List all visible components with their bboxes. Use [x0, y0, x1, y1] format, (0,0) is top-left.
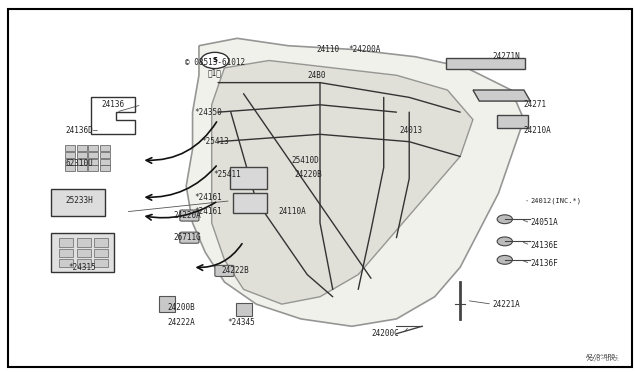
Bar [65, 165, 76, 171]
Text: A2/0^0P0:: A2/0^0P0: [586, 356, 620, 361]
Text: 24013: 24013 [399, 126, 423, 135]
Text: *25411: *25411 [214, 170, 241, 179]
Text: 24222A: 24222A [167, 318, 195, 327]
Text: 24136E: 24136E [531, 241, 558, 250]
PathPatch shape [186, 38, 524, 326]
Text: *24315: *24315 [68, 263, 96, 272]
Text: 24221A: 24221A [492, 300, 520, 309]
Text: *25413: *25413 [201, 137, 228, 146]
Text: *24161: *24161 [195, 207, 222, 217]
Text: *24345: *24345 [228, 318, 255, 327]
Text: 24271: 24271 [524, 100, 547, 109]
Text: 24220B: 24220B [294, 170, 323, 179]
Text: 24110A: 24110A [278, 207, 307, 217]
Text: *24350: *24350 [195, 108, 222, 117]
Text: 24136D: 24136D [65, 126, 93, 135]
Bar [65, 152, 76, 158]
Text: 26711G: 26711G [173, 233, 201, 242]
Bar [95, 249, 108, 257]
Bar [88, 159, 99, 164]
Circle shape [497, 256, 513, 264]
Text: 24051A: 24051A [531, 218, 558, 227]
Text: 24110: 24110 [317, 45, 340, 54]
PathPatch shape [473, 90, 531, 101]
Text: 24200C: 24200C [371, 329, 399, 338]
Text: S: S [212, 57, 218, 64]
Bar [100, 165, 109, 171]
Bar [77, 238, 91, 247]
FancyBboxPatch shape [236, 304, 252, 316]
Text: 24012(INC.*): 24012(INC.*) [531, 198, 581, 204]
Text: 24136F: 24136F [531, 259, 558, 268]
FancyBboxPatch shape [180, 210, 199, 221]
Text: 24210A: 24210A [524, 126, 552, 135]
Text: 24200B: 24200B [167, 303, 195, 312]
Bar [77, 152, 87, 158]
Circle shape [497, 237, 513, 246]
Circle shape [201, 52, 229, 68]
Bar [77, 145, 87, 151]
Text: 24136: 24136 [101, 100, 124, 109]
FancyBboxPatch shape [230, 167, 267, 189]
Bar [100, 152, 109, 158]
Text: *24161: *24161 [195, 193, 222, 202]
FancyBboxPatch shape [446, 58, 525, 68]
Text: 24222B: 24222B [221, 266, 249, 275]
Bar [88, 165, 99, 171]
Bar [88, 145, 99, 151]
Bar [95, 259, 108, 267]
Text: 25410D: 25410D [291, 155, 319, 165]
Circle shape [497, 215, 513, 224]
FancyBboxPatch shape [8, 9, 632, 367]
Text: *24200A: *24200A [349, 45, 381, 54]
Text: © 08513-61012
（1）: © 08513-61012 （1） [185, 58, 245, 77]
FancyBboxPatch shape [159, 296, 175, 312]
Text: 62310U: 62310U [65, 159, 93, 169]
Text: 24271N: 24271N [492, 52, 520, 61]
Bar [77, 259, 91, 267]
Bar [88, 152, 99, 158]
Text: 25233H: 25233H [65, 196, 93, 205]
Bar [77, 165, 87, 171]
Bar [65, 145, 76, 151]
PathPatch shape [212, 61, 473, 304]
FancyBboxPatch shape [215, 265, 234, 276]
FancyBboxPatch shape [51, 233, 114, 272]
FancyBboxPatch shape [233, 193, 267, 212]
FancyBboxPatch shape [497, 115, 529, 128]
Bar [100, 145, 109, 151]
Bar [65, 159, 76, 164]
Bar [100, 159, 109, 164]
Text: A2/0^0P0:: A2/0^0P0: [586, 353, 620, 358]
Bar [59, 238, 73, 247]
Bar [59, 249, 73, 257]
Bar [59, 259, 73, 267]
Text: 24220A: 24220A [173, 211, 201, 220]
FancyBboxPatch shape [51, 189, 104, 216]
FancyBboxPatch shape [180, 232, 199, 243]
Bar [95, 238, 108, 247]
Bar [77, 249, 91, 257]
Bar [77, 159, 87, 164]
Text: 24B0: 24B0 [307, 71, 326, 80]
